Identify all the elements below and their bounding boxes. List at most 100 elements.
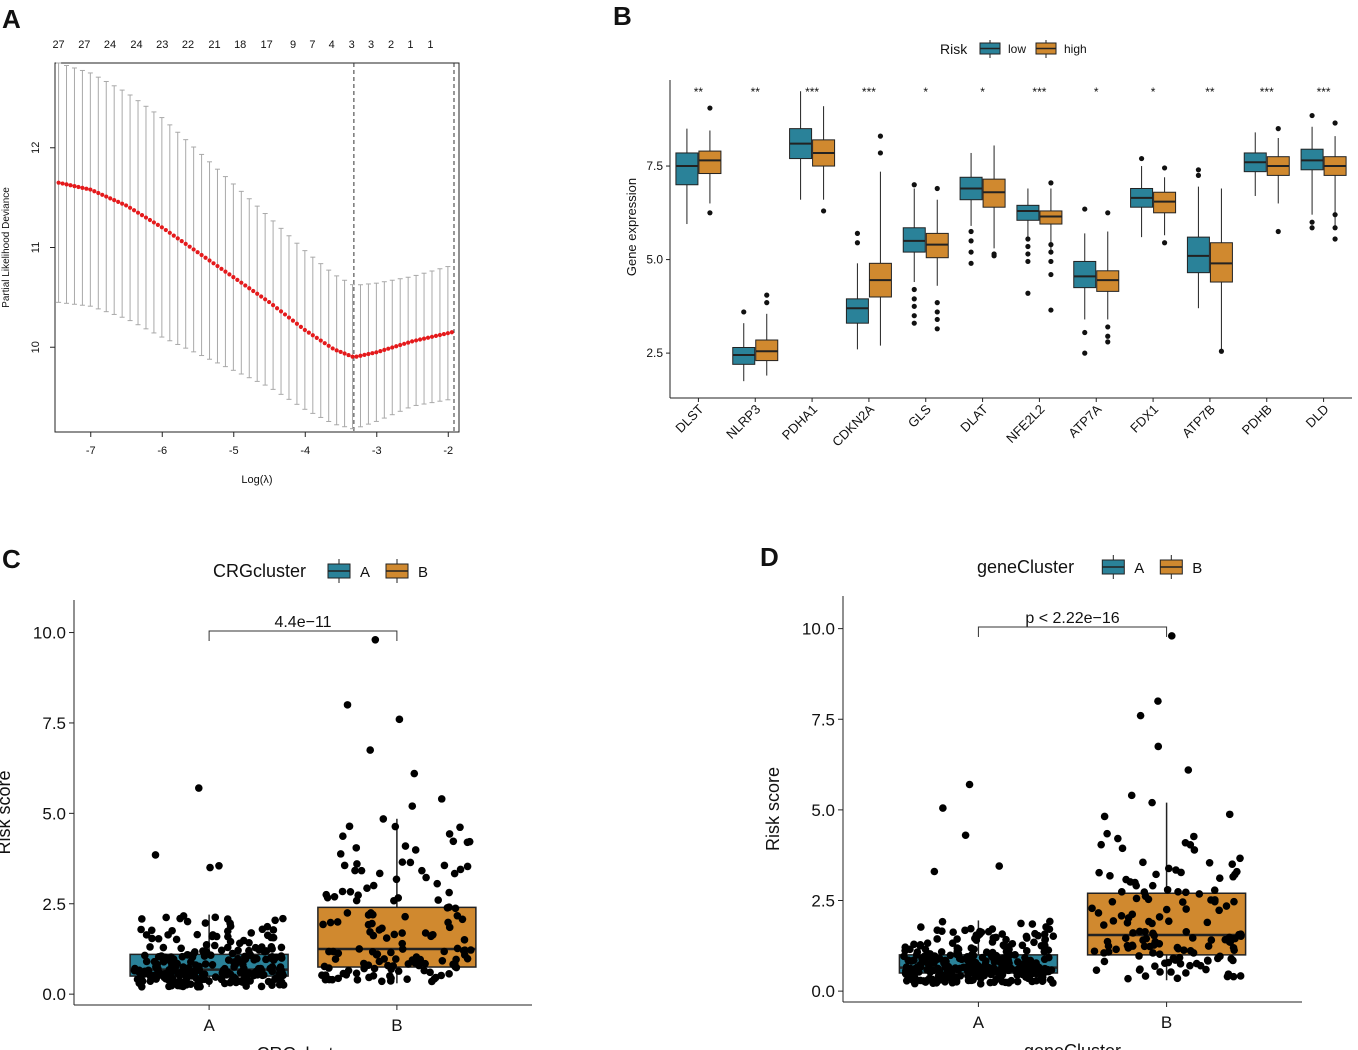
jitter-point bbox=[1164, 958, 1173, 967]
jitter-point bbox=[375, 957, 384, 966]
outlier-point bbox=[1048, 249, 1054, 255]
jitter-point bbox=[1046, 917, 1054, 926]
deviance-point bbox=[366, 351, 371, 357]
jitter-point bbox=[976, 980, 985, 988]
jitter-point bbox=[1114, 834, 1122, 843]
jitter-point bbox=[440, 947, 449, 956]
jitter-point bbox=[463, 862, 472, 871]
jitter-point bbox=[938, 917, 947, 926]
jitter-point bbox=[193, 983, 202, 991]
jitter-point bbox=[433, 879, 442, 888]
outlier-point bbox=[1309, 219, 1315, 225]
deviance-point bbox=[441, 331, 447, 337]
legend-label-low: low bbox=[1008, 42, 1026, 56]
jitter-point bbox=[1155, 913, 1164, 921]
jitter-point bbox=[923, 939, 932, 947]
jitter-point bbox=[164, 931, 172, 939]
jitter-point bbox=[906, 945, 914, 954]
jitter-point bbox=[1100, 949, 1108, 957]
jitter-point bbox=[418, 866, 426, 875]
jitter-point bbox=[1171, 956, 1180, 964]
deviance-point bbox=[239, 280, 244, 285]
jitter-point bbox=[353, 976, 362, 984]
jitter-point bbox=[1184, 766, 1193, 774]
jitter-point bbox=[1182, 969, 1190, 977]
jitter-point bbox=[453, 944, 462, 953]
x-tick-label: DLAT bbox=[957, 401, 990, 434]
deviance-point bbox=[183, 241, 188, 246]
significance-label: * bbox=[923, 85, 928, 99]
jitter-point bbox=[1029, 962, 1038, 970]
jitter-point bbox=[321, 975, 330, 984]
outlier-point bbox=[1332, 225, 1338, 231]
deviance-point bbox=[127, 205, 133, 210]
significance-label: *** bbox=[862, 85, 876, 99]
jitter-point bbox=[1204, 942, 1213, 950]
outlier-point bbox=[1025, 251, 1031, 257]
jitter-point bbox=[277, 943, 286, 952]
jitter-point bbox=[365, 973, 373, 982]
y-tick-label: 12 bbox=[30, 142, 42, 154]
outlier-point bbox=[968, 228, 974, 235]
jitter-point bbox=[1031, 929, 1039, 938]
outlier-point bbox=[934, 300, 940, 306]
top-count-label: 1 bbox=[407, 39, 413, 51]
jitter-point bbox=[1173, 974, 1182, 983]
jitter-point bbox=[939, 804, 947, 812]
outlier-point bbox=[968, 249, 974, 255]
jitter-point bbox=[398, 939, 407, 948]
jitter-point bbox=[159, 943, 168, 952]
deviance-point bbox=[155, 222, 160, 227]
deviance-point bbox=[231, 275, 236, 280]
outlier-point bbox=[1048, 242, 1054, 248]
jitter-point bbox=[1088, 904, 1096, 913]
jitter-point bbox=[934, 964, 942, 973]
jitter-point bbox=[961, 926, 969, 935]
jitter-point bbox=[449, 837, 458, 846]
x-tick-label: NLRP3 bbox=[723, 402, 763, 442]
x-tick-label: DLST bbox=[672, 401, 706, 435]
jitter-point bbox=[1144, 895, 1153, 904]
jitter-point bbox=[1205, 859, 1214, 867]
jitter-point bbox=[1139, 858, 1147, 867]
jitter-point bbox=[1136, 711, 1145, 720]
outlier-point bbox=[1138, 155, 1145, 162]
jitter-point bbox=[1132, 894, 1141, 903]
legend-label-B: B bbox=[418, 564, 428, 581]
deviance-point bbox=[243, 283, 248, 288]
top-count-label: 27 bbox=[52, 39, 64, 51]
jitter-point bbox=[978, 953, 987, 962]
outlier-point bbox=[1082, 206, 1088, 212]
outlier-point bbox=[764, 292, 770, 298]
jitter-point bbox=[154, 934, 163, 943]
jitter-point bbox=[141, 951, 149, 960]
jitter-point bbox=[340, 861, 349, 870]
deviance-point bbox=[354, 354, 359, 359]
jitter-point bbox=[1112, 945, 1120, 954]
jitter-point bbox=[1135, 927, 1144, 936]
deviance-point bbox=[402, 341, 407, 346]
jitter-point bbox=[944, 967, 953, 976]
jitter-point bbox=[206, 863, 214, 872]
jitter-point bbox=[967, 944, 976, 952]
jitter-point bbox=[1090, 947, 1099, 956]
outlier-point bbox=[934, 316, 940, 323]
jitter-point bbox=[345, 822, 354, 831]
x-axis-title: geneCluster bbox=[1024, 1041, 1121, 1050]
top-count-label: 17 bbox=[261, 39, 273, 51]
deviance-point bbox=[199, 252, 204, 258]
outlier-point bbox=[877, 133, 884, 139]
jitter-point bbox=[1092, 966, 1101, 974]
jitter-point bbox=[245, 938, 253, 947]
jitter-point bbox=[226, 919, 234, 928]
jitter-point bbox=[1038, 965, 1046, 974]
outlier-point bbox=[1048, 180, 1054, 186]
jitter-point bbox=[930, 952, 939, 960]
deviance-point bbox=[429, 334, 435, 339]
y-axis-title: Gene expression bbox=[624, 178, 639, 276]
jitter-point bbox=[1047, 966, 1056, 974]
jitter-point bbox=[275, 973, 284, 982]
jitter-point bbox=[401, 842, 410, 850]
jitter-point bbox=[364, 920, 373, 929]
top-count-label: 4 bbox=[329, 39, 335, 51]
